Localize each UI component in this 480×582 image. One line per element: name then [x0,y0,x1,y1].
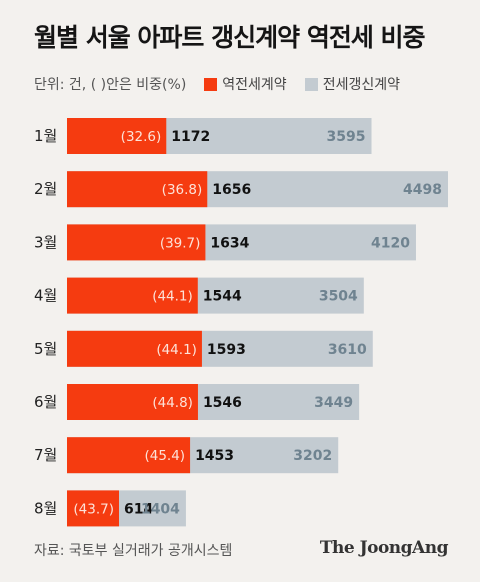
value-label-reverse: 1593 [207,342,246,358]
value-label-renewal: 3449 [314,395,353,411]
category-label: 6월 [34,393,57,411]
value-label-renewal: 4498 [403,182,442,198]
category-label: 2월 [34,180,57,198]
bar-reverse [67,330,202,367]
percent-label: (44.1) [152,289,193,305]
value-label-reverse: 1546 [203,395,242,411]
percent-label: (45.4) [144,448,185,464]
chart-title: 월별 서울 아파트 갱신계약 역전세 비중 [34,23,426,52]
legend: 단위: 건, ( )안은 비중(%) 역전세계약 전세갱신계약 [34,74,400,94]
bar-reverse [67,171,208,208]
value-label-reverse: 1172 [171,129,210,145]
category-label: 3월 [34,233,57,251]
category-label: 7월 [34,446,57,464]
value-label-reverse: 614 [124,501,153,517]
percent-label: (32.6) [121,129,162,145]
legend-swatch-reverse [204,77,218,91]
value-label-reverse: 1453 [195,448,234,464]
brand-logo: The JoongAng [319,538,449,558]
percent-label: (36.8) [162,182,203,198]
category-label: 1월 [34,127,57,145]
bar-reverse [67,384,198,420]
percent-label: (43.7) [73,501,114,517]
value-label-reverse: 1656 [212,182,251,198]
legend-item-renewal: 전세갱신계약 [304,74,400,94]
category-label: 4월 [34,287,57,305]
bar-reverse [67,490,120,527]
value-label-renewal: 3504 [319,289,358,305]
percent-label: (44.8) [152,395,193,411]
bar-reverse [67,224,206,261]
legend-label-reverse: 역전세계약 [222,77,287,93]
unit-note: 단위: 건, ( )안은 비중(%) [34,77,187,93]
category-label: 5월 [34,340,57,358]
legend-label-renewal: 전세갱신계약 [322,77,400,93]
value-label-renewal: 3610 [328,342,367,358]
source-note: 자료: 국토부 실거래가 공개시스템 [34,543,233,559]
value-label-renewal: 3595 [327,129,366,145]
bar-chart: 1월 (32.6) 1172 3595 2월 (36.8) 1656 4498 3월 (39.7)… [34,118,448,527]
value-label-renewal: 4120 [371,235,410,251]
bar-reverse [67,118,167,154]
legend-swatch-renewal [304,77,318,91]
value-label-reverse: 1634 [210,235,249,251]
value-label-renewal: 3202 [293,448,332,464]
bar-reverse [67,437,191,474]
value-label-reverse: 1544 [203,289,242,305]
legend-item-reverse: 역전세계약 [204,74,287,94]
category-label: 8월 [34,499,57,517]
percent-label: (39.7) [160,235,201,251]
value-label-renewal: 1404 [141,501,180,517]
percent-label: (44.1) [156,342,197,358]
bar-reverse [67,277,198,314]
